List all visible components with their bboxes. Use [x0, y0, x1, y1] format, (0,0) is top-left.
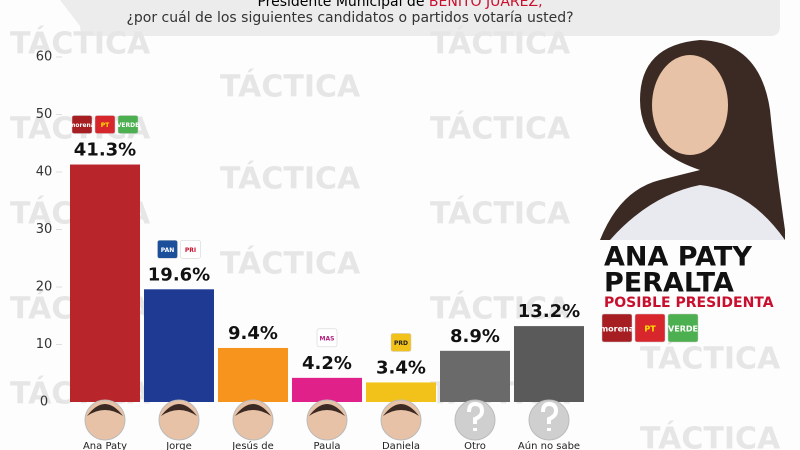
party-logo-label: morena	[600, 325, 634, 334]
value-label: 9.4%	[228, 323, 278, 344]
y-tick-label: 60	[36, 50, 53, 65]
question-icon	[541, 401, 559, 431]
candidate-logos: morena PT VERDE	[600, 313, 699, 343]
x-tick-label: Paula	[314, 441, 341, 450]
watermark: TÁCTICA	[430, 26, 571, 62]
y-tick-label: 10	[36, 337, 53, 352]
candidate-subtitle: POSIBLE PRESIDENTA	[604, 295, 774, 311]
hair-icon	[161, 404, 197, 416]
bar	[440, 350, 510, 402]
value-label: 4.2%	[302, 353, 352, 374]
watermark: TÁCTICA	[430, 291, 571, 327]
party-logo	[390, 333, 412, 352]
watermark: TÁCTICA	[640, 341, 781, 377]
party-logo	[601, 313, 633, 343]
party-logo-label: PT	[101, 122, 110, 129]
x-tick-label: Aún no sabe	[518, 440, 580, 450]
y-tick-label: 50	[36, 107, 53, 122]
party-logo-label: PRD	[394, 340, 408, 347]
candidate-photo	[600, 40, 785, 240]
value-label: 13.2%	[518, 301, 580, 322]
watermark: TÁCTICA	[220, 246, 361, 282]
watermark: TÁCTICA	[640, 421, 781, 450]
party-logo-label: PRI	[185, 247, 196, 254]
candidate-name: ANA PATY	[604, 242, 752, 273]
party-logo-label: VERDE	[668, 325, 698, 334]
header-line2: ¿por cuál de los siguientes candidatos o…	[126, 10, 573, 26]
question-icon	[467, 401, 485, 431]
value-label: 3.4%	[376, 357, 426, 378]
header-line1: Presidente Municipal de BENITO JUÁREZ,	[257, 0, 542, 10]
bar	[144, 289, 214, 402]
party-logo	[667, 313, 699, 343]
value-label: 41.3%	[74, 140, 136, 161]
y-tick-label: 30	[36, 222, 53, 237]
candidate-name: PERALTA	[604, 268, 734, 299]
hair-icon	[235, 404, 271, 416]
watermark: TÁCTICA	[430, 111, 571, 147]
party-logo	[180, 240, 201, 259]
watermark: TÁCTICA	[10, 26, 151, 62]
party-logo	[117, 115, 139, 134]
value-label: 19.6%	[148, 264, 210, 285]
x-tick-label: Daniela	[382, 441, 420, 450]
hair-icon	[87, 404, 123, 416]
hair-icon	[309, 404, 345, 416]
party-logo-label: MAS	[320, 335, 335, 342]
y-tick-label: 0	[40, 395, 48, 410]
party-logo	[94, 115, 116, 134]
bar	[514, 326, 584, 402]
x-tick-label: Otro	[464, 441, 486, 450]
x-tick-label: Ana Paty	[83, 441, 127, 450]
y-tick-label: 20	[36, 280, 53, 295]
party-logo	[157, 240, 178, 259]
plot: 0 10 20 30 40 50 60 41.3% morena PT VERDE Ana Paty 1…	[36, 50, 584, 450]
party-logo	[71, 115, 93, 134]
value-label: 8.9%	[450, 326, 500, 347]
party-logo-label: VERDE	[117, 122, 139, 129]
bar	[70, 164, 140, 402]
header-box	[60, 0, 780, 36]
party-logo	[316, 328, 338, 348]
bar	[218, 347, 288, 402]
header-prefix: Presidente Municipal de	[257, 0, 424, 10]
x-tick-label: Jesús de	[231, 440, 274, 450]
watermark: TÁCTICA	[430, 196, 571, 232]
party-logo	[634, 313, 666, 343]
party-logo-label: PT	[644, 325, 656, 334]
header-highlight: BENITO JUÁREZ,	[429, 0, 543, 10]
bar	[366, 382, 436, 402]
bar	[292, 377, 362, 402]
party-logo-label: morena	[69, 122, 95, 129]
party-logo-label: PAN	[161, 247, 175, 254]
hair-icon	[383, 404, 419, 416]
x-tick-label: Jorge	[165, 441, 192, 450]
watermark: TÁCTICA	[220, 161, 361, 197]
watermark: TÁCTICA	[220, 69, 361, 105]
y-tick-label: 40	[36, 165, 53, 180]
